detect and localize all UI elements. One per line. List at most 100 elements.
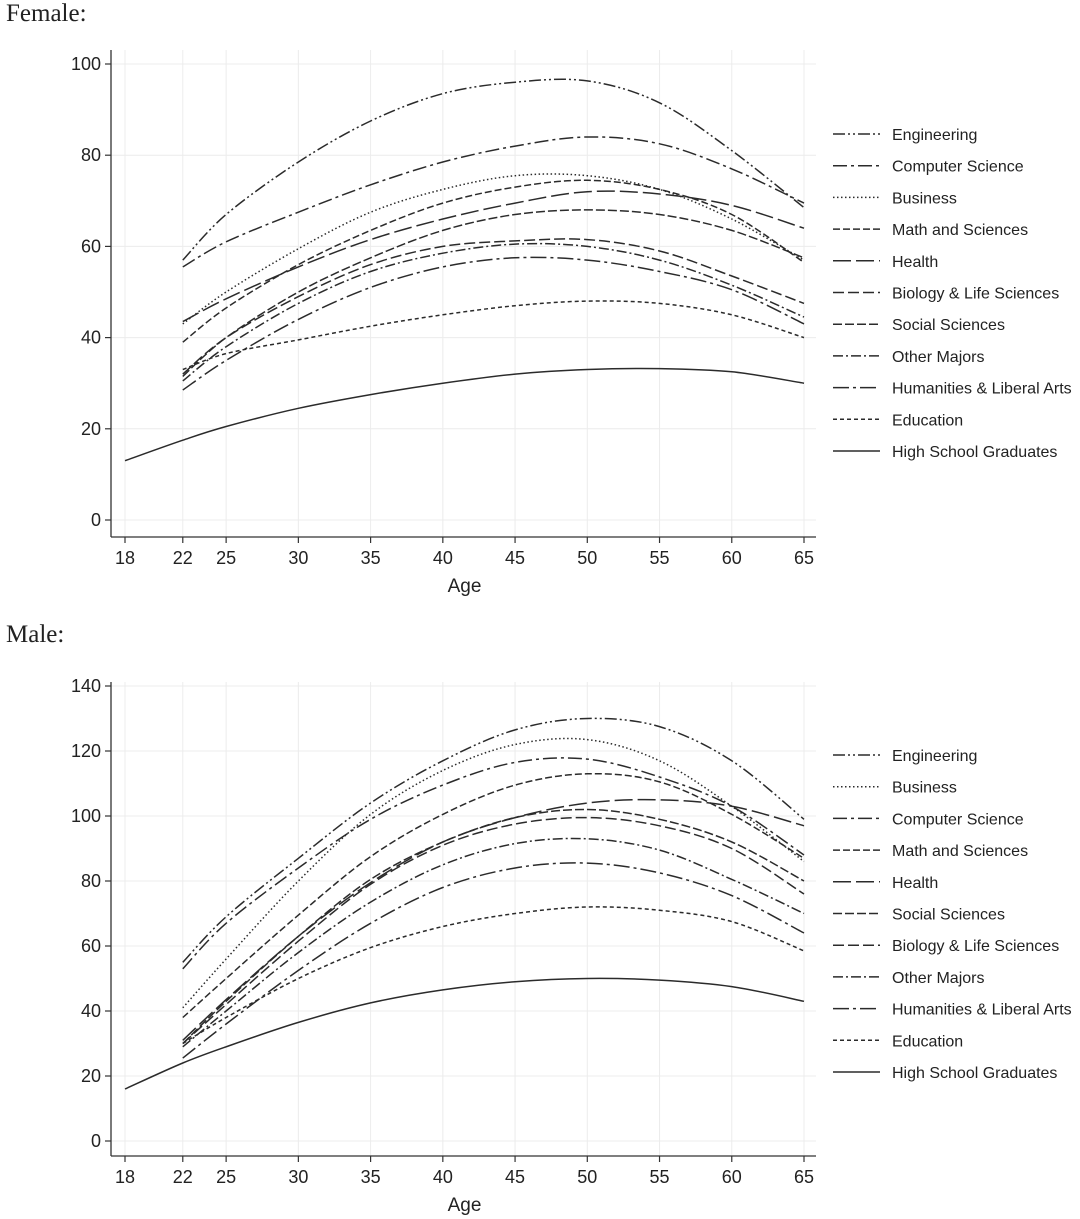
legend-label: Computer Science: [892, 159, 1024, 176]
legend-label: Engineering: [892, 748, 977, 765]
series-line: [182, 862, 805, 1059]
x-tick-label: 50: [577, 548, 597, 568]
series-line: [182, 906, 805, 1045]
legend-item: Health: [833, 875, 938, 892]
x-tick-label: 40: [433, 1167, 453, 1187]
series-line: [124, 977, 805, 1090]
series-line: [182, 808, 805, 1045]
series-lines: [124, 717, 805, 1090]
legend-item: Computer Science: [833, 811, 1024, 828]
series-line: [124, 367, 805, 462]
legend-label: Humanities & Liberal Arts: [892, 381, 1072, 398]
y-tick-label: 40: [81, 1001, 101, 1021]
series-line: [182, 242, 805, 382]
y-tick-label: 140: [71, 676, 101, 696]
legend-item: Humanities & Liberal Arts: [833, 381, 1072, 398]
series-line: [182, 136, 805, 268]
series-lines: [124, 78, 805, 462]
legend-item: Other Majors: [833, 349, 984, 366]
legend-item: Health: [833, 254, 938, 271]
legend-item: Math and Sciences: [833, 222, 1028, 239]
legend-item: High School Graduates: [833, 444, 1057, 461]
legend-label: Computer Science: [892, 811, 1024, 828]
female-panel-title: Female:: [6, 0, 87, 27]
legend-item: Math and Sciences: [833, 843, 1028, 860]
male-panel-title: Male:: [6, 621, 65, 648]
legend-item: Business: [833, 780, 957, 797]
legend-item: High School Graduates: [833, 1065, 1057, 1082]
series-line: [182, 238, 805, 375]
y-tick-label: 0: [91, 1131, 101, 1151]
legend-item: Business: [833, 190, 957, 207]
legend-label: Business: [892, 780, 957, 797]
x-tick-label: 60: [722, 548, 742, 568]
legend-item: Biology & Life Sciences: [833, 286, 1059, 303]
legend-label: Health: [892, 875, 938, 892]
legend-label: Math and Sciences: [892, 222, 1028, 239]
series-line: [182, 256, 805, 391]
x-tick-label: 60: [722, 1167, 742, 1187]
x-tick-label: 35: [361, 548, 381, 568]
legend-item: Engineering: [833, 127, 977, 144]
legend-label: Education: [892, 412, 963, 429]
legend-label: Social Sciences: [892, 907, 1005, 924]
series-line: [182, 737, 805, 1009]
x-tick-label: 50: [577, 1167, 597, 1187]
legend-item: Engineering: [833, 748, 977, 765]
legend-label: Engineering: [892, 127, 977, 144]
series-line: [182, 179, 805, 343]
series-line: [182, 209, 805, 377]
x-tick-label: 25: [216, 1167, 236, 1187]
x-tick-label: 45: [505, 1167, 525, 1187]
female-earnings-chart: 0 20 40 60 80 100 18 22 25 30 35 40 45 50 55 60 65 Age Eng…: [71, 50, 1072, 597]
series-line: [182, 78, 805, 261]
x-tick-label: 65: [794, 1167, 814, 1187]
legend-label: Business: [892, 190, 957, 207]
legend-label: Biology & Life Sciences: [892, 286, 1059, 303]
legend-item: Social Sciences: [833, 317, 1005, 334]
x-axis-label: Age: [448, 576, 482, 597]
y-tick-label: 60: [81, 236, 101, 256]
y-tick-label: 80: [81, 871, 101, 891]
legend-label: Other Majors: [892, 970, 984, 987]
y-tick-label: 0: [91, 510, 101, 530]
legend-label: Biology & Life Sciences: [892, 938, 1059, 955]
legend-label: Social Sciences: [892, 317, 1005, 334]
legend-item: Education: [833, 412, 963, 429]
x-tick-label: 40: [433, 548, 453, 568]
x-tick-label: 45: [505, 548, 525, 568]
y-tick-label: 80: [81, 145, 101, 165]
y-tick-label: 120: [71, 741, 101, 761]
y-tick-label: 100: [71, 54, 101, 74]
plot-area: [111, 50, 816, 537]
series-line: [182, 300, 805, 371]
legend-item: Education: [833, 1033, 963, 1050]
y-tick-label: 20: [81, 1066, 101, 1086]
x-tick-label: 30: [288, 548, 308, 568]
y-tick-label: 20: [81, 419, 101, 439]
legend-label: High School Graduates: [892, 1065, 1057, 1082]
legend-label: Education: [892, 1033, 963, 1050]
legend-label: Humanities & Liberal Arts: [892, 1002, 1072, 1019]
legend-item: Social Sciences: [833, 907, 1005, 924]
series-line: [182, 837, 805, 1048]
series-line: [182, 190, 805, 323]
x-tick-label: 18: [115, 548, 135, 568]
x-tick-label: 65: [794, 548, 814, 568]
x-tick-label: 18: [115, 1167, 135, 1187]
x-tick-label: 22: [173, 548, 193, 568]
series-line: [182, 772, 805, 1019]
x-tick-label: 55: [650, 1167, 670, 1187]
legend-item: Humanities & Liberal Arts: [833, 1002, 1072, 1019]
legend: Engineering Business Computer Science Math …: [833, 748, 1072, 1082]
legend-item: Biology & Life Sciences: [833, 938, 1059, 955]
x-tick-label: 35: [361, 1167, 381, 1187]
series-line: [182, 717, 805, 963]
legend-item: Other Majors: [833, 970, 984, 987]
legend-label: High School Graduates: [892, 444, 1057, 461]
gridlines: [111, 50, 816, 537]
x-tick-label: 30: [288, 1167, 308, 1187]
legend-label: Math and Sciences: [892, 843, 1028, 860]
series-line: [182, 816, 805, 1045]
y-tick-label: 100: [71, 806, 101, 826]
